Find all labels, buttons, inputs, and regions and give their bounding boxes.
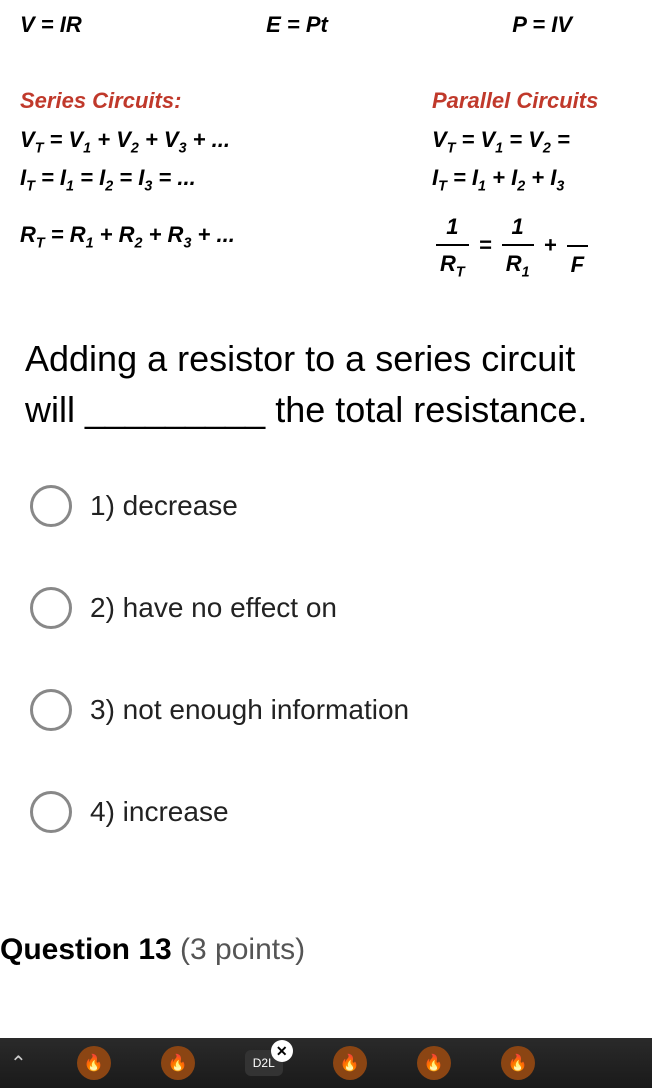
app-icon-d2l[interactable]: D2L ✕ [245,1050,283,1076]
option-4-label: 4) increase [90,796,229,828]
option-3[interactable]: 3) not enough information [30,689,622,731]
question-text: Adding a resistor to a series circuit wi… [0,284,652,435]
formula-energy: E = Pt [266,12,328,38]
series-voltage-formula: VT = V1 + V2 + V3 + ... [20,122,235,160]
series-current-formula: IT = I1 = I2 = I3 = ... [20,160,235,198]
radio-icon[interactable] [30,485,72,527]
question-blank: _________ [85,389,265,430]
app-icon-5[interactable]: 🔥 [501,1046,535,1080]
app-icon-2[interactable]: 🔥 [161,1046,195,1080]
next-question-points: (3 points) [180,933,305,966]
series-circuits-block: Series Circuits: VT = V1 + V2 + V3 + ...… [20,83,235,284]
option-1[interactable]: 1) decrease [30,485,622,527]
next-question-header: Question 13 (3 points) [0,893,652,967]
close-icon[interactable]: ✕ [271,1040,293,1062]
answer-options: 1) decrease 2) have no effect on 3) not … [0,435,652,833]
option-3-label: 3) not enough information [90,694,409,726]
parallel-current-formula: IT = I1 + I2 + I3 [432,160,632,198]
question-part2: the total resistance. [265,389,587,430]
parallel-circuits-block: Parallel Circuits VT = V1 = V2 = IT = I1… [432,83,632,284]
parallel-resistance-formula: 1RT = 1R1 + F [432,209,632,284]
option-4[interactable]: 4) increase [30,791,622,833]
series-title: Series Circuits: [20,83,235,118]
parallel-voltage-formula: VT = V1 = V2 = [432,122,632,160]
option-2-label: 2) have no effect on [90,592,337,624]
radio-icon[interactable] [30,791,72,833]
option-1-label: 1) decrease [90,490,238,522]
top-formulas-row: V = IR E = Pt P = IV [20,12,632,38]
circuit-formulas: Series Circuits: VT = V1 + V2 + V3 + ...… [20,83,632,284]
taskbar[interactable]: ⌃ 🔥 🔥 D2L ✕ 🔥 🔥 🔥 [0,1038,652,1088]
app-icon-3[interactable]: 🔥 [333,1046,367,1080]
app-icon-1[interactable]: 🔥 [77,1046,111,1080]
parallel-title: Parallel Circuits [432,83,632,118]
app-icon-4[interactable]: 🔥 [417,1046,451,1080]
next-question-label: Question 13 [0,933,180,966]
formula-ohms-law: V = IR [20,12,82,38]
expand-arrow-icon[interactable]: ⌃ [10,1051,27,1076]
option-2[interactable]: 2) have no effect on [30,587,622,629]
radio-icon[interactable] [30,689,72,731]
series-resistance-formula: RT = R1 + R2 + R3 + ... [20,217,235,255]
formula-power: P = IV [512,12,572,38]
radio-icon[interactable] [30,587,72,629]
formulas-section: V = IR E = Pt P = IV Series Circuits: VT… [0,0,652,284]
